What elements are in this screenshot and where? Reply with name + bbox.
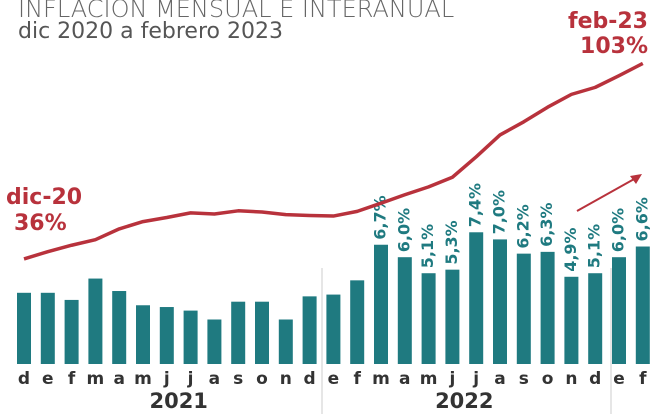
bar-value-label: 6,6% bbox=[632, 197, 651, 241]
bar bbox=[397, 257, 412, 364]
x-tick-label: m bbox=[134, 369, 152, 389]
chart-subtitle: dic 2020 a febrero 2023 bbox=[18, 19, 283, 44]
bar bbox=[302, 296, 317, 364]
x-tick-label: m bbox=[372, 369, 390, 389]
x-tick-label: m bbox=[420, 369, 438, 389]
bar-value-label: 5,1% bbox=[418, 224, 437, 268]
annotation: dic-20 bbox=[6, 185, 82, 210]
x-tick-label: d bbox=[18, 369, 30, 389]
x-tick-label: e bbox=[328, 369, 340, 389]
bar-value-label: 5,3% bbox=[442, 220, 461, 264]
bar-value-label: 6,0% bbox=[609, 208, 628, 252]
bar bbox=[40, 292, 55, 364]
bar bbox=[326, 294, 341, 364]
x-tick-label: j bbox=[448, 369, 455, 389]
bar bbox=[445, 269, 460, 364]
bar bbox=[421, 273, 436, 364]
x-tick-label: m bbox=[87, 369, 105, 389]
line bbox=[23, 61, 644, 261]
x-tick-label: e bbox=[42, 369, 54, 389]
bar-value-label: 6,3% bbox=[537, 202, 556, 246]
x-tick-label: o bbox=[256, 369, 268, 389]
bar-value-label: 5,1% bbox=[585, 224, 604, 268]
x-tick-label: a bbox=[209, 369, 220, 389]
x-tick-label: d bbox=[589, 369, 601, 389]
bar bbox=[136, 305, 150, 364]
bar bbox=[635, 246, 650, 364]
bar bbox=[231, 301, 246, 364]
x-tick-label: j bbox=[187, 369, 194, 389]
annotation: feb-23 bbox=[568, 9, 648, 34]
x-tick-label: a bbox=[494, 369, 505, 389]
bar bbox=[588, 273, 603, 364]
bar bbox=[64, 299, 79, 364]
bar bbox=[540, 251, 555, 364]
x-tick-label: e bbox=[613, 369, 625, 389]
line-value-label: 36% bbox=[14, 211, 67, 236]
bar bbox=[469, 232, 484, 364]
line-value-label: 103% bbox=[580, 34, 648, 59]
bar-value-label: 6,2% bbox=[513, 204, 532, 248]
x-tick-label: d bbox=[304, 369, 316, 389]
x-tick-label: a bbox=[399, 369, 410, 389]
x-tick-label: n bbox=[565, 369, 577, 389]
arrow-head bbox=[630, 174, 642, 184]
bar bbox=[207, 319, 222, 364]
x-tick-label: n bbox=[280, 369, 292, 389]
bar-value-label: 4,9% bbox=[561, 227, 580, 271]
bar bbox=[350, 280, 365, 364]
chart-title: INFLACIÓN MENSUAL E INTERANUAL bbox=[18, 0, 454, 23]
x-tick-label: o bbox=[542, 369, 554, 389]
bar bbox=[183, 310, 198, 364]
bar bbox=[278, 319, 293, 364]
bar-value-label: 6,0% bbox=[394, 208, 413, 252]
bar-value-label: 7,4% bbox=[466, 183, 485, 227]
trend-arrow bbox=[576, 177, 637, 212]
bar bbox=[612, 257, 626, 364]
x-tick-label: j bbox=[472, 369, 479, 389]
x-tick-label: j bbox=[163, 369, 170, 389]
bar bbox=[88, 278, 103, 364]
x-tick-label: s bbox=[519, 369, 529, 389]
bar-value-label: 7,0% bbox=[490, 190, 509, 234]
year-label: 2022 bbox=[435, 389, 493, 413]
year-label: 2021 bbox=[149, 389, 207, 413]
x-tick-label: f bbox=[639, 369, 647, 389]
bar bbox=[112, 291, 127, 364]
x-tick-label: f bbox=[68, 369, 76, 389]
x-tick-label: a bbox=[113, 369, 124, 389]
bar bbox=[255, 301, 269, 364]
x-tick-label: s bbox=[233, 369, 243, 389]
bar bbox=[493, 239, 507, 364]
bar bbox=[564, 276, 579, 364]
x-tick-label: f bbox=[353, 369, 361, 389]
bar bbox=[516, 253, 531, 364]
bar bbox=[159, 307, 174, 364]
bar bbox=[17, 292, 31, 364]
bar bbox=[374, 244, 388, 364]
